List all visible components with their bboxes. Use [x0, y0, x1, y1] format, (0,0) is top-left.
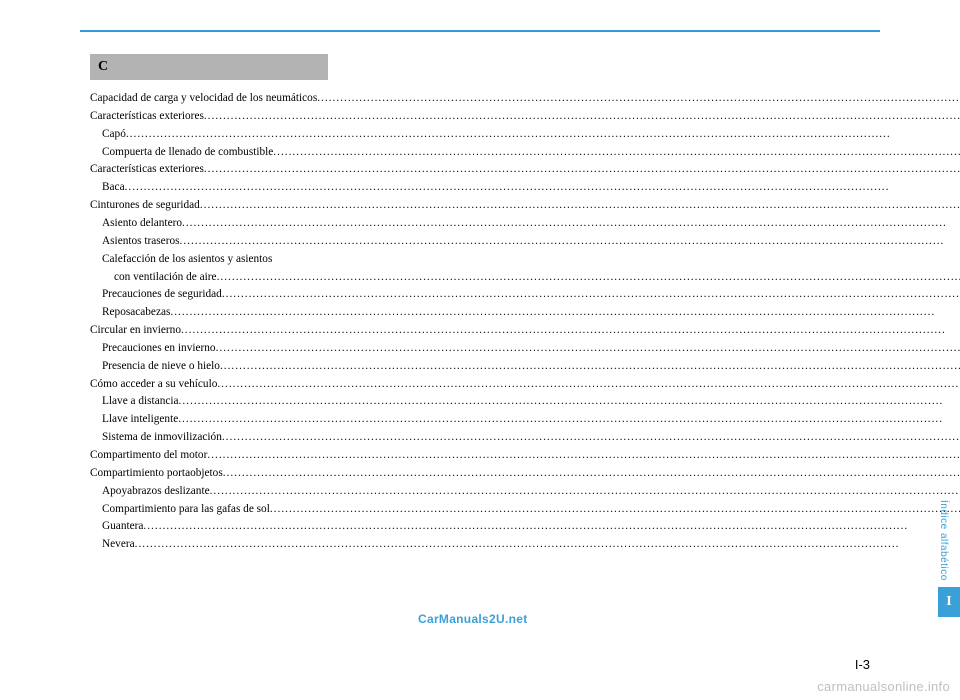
leader-dots: ........................................…	[217, 376, 960, 394]
index-entry-label: Cinturones de seguridad	[90, 197, 200, 215]
index-entry-label: Asiento delantero	[102, 215, 182, 233]
leader-dots: ........................................…	[204, 108, 960, 126]
index-entry-label: Precauciones en invierno	[102, 340, 216, 358]
index-entry: Llave a distancia ......................…	[90, 393, 960, 411]
index-entry-label: Cómo acceder a su vehículo	[90, 376, 217, 394]
index-entry: Reposacabezas ..........................…	[90, 304, 960, 322]
leader-dots: ........................................…	[143, 518, 960, 536]
index-entry: Asientos traseros ......................…	[90, 233, 960, 251]
leader-dots: ........................................…	[273, 144, 960, 162]
content-columns: C Capacidad de carga y velocidad de los …	[90, 54, 870, 640]
index-entry-label: Llave inteligente	[102, 411, 178, 429]
index-entry-label: Nevera	[102, 536, 135, 554]
index-entry: Precauciones de seguridad ..............…	[90, 286, 960, 304]
index-entry-label: Baca	[102, 179, 125, 197]
index-entry-label: Reposacabezas	[102, 304, 170, 322]
leader-dots: ........................................…	[207, 447, 960, 465]
index-entry: Compuerta de llenado de combustible ....…	[90, 144, 960, 162]
index-entry-label: Compartimiento portaobjetos	[90, 465, 223, 483]
index-entry-label: Presencia de nieve o hielo	[102, 358, 220, 376]
index-entry-label: Compartimento del motor	[90, 447, 207, 465]
side-tab: Índice alfabético I	[938, 500, 960, 617]
index-entry: Características exteriores .............…	[90, 161, 960, 179]
index-entry: Características exteriores .............…	[90, 108, 960, 126]
leader-dots: ........................................…	[222, 429, 960, 447]
index-entry-label: Compuerta de llenado de combustible	[102, 144, 273, 162]
leader-dots: ........................................…	[217, 269, 960, 287]
leader-dots: ........................................…	[179, 393, 960, 411]
index-entry: Guantera ...............................…	[90, 518, 960, 536]
index-entry-label: Sistema de inmovilización	[102, 429, 222, 447]
leader-dots: ........................................…	[220, 358, 960, 376]
index-entry-label: con ventilación de aire	[114, 269, 217, 287]
index-entry-continuation: con ventilación de aire ................…	[90, 269, 960, 287]
index-entry: Precauciones en invierno ...............…	[90, 340, 960, 358]
leader-dots: ........................................…	[126, 126, 960, 144]
index-entry: Nevera .................................…	[90, 536, 960, 554]
leader-dots: ........................................…	[216, 340, 960, 358]
index-entry: Presencia de nieve o hielo .............…	[90, 358, 960, 376]
leader-dots: ........................................…	[270, 501, 960, 519]
index-entry: Asiento delantero ......................…	[90, 215, 960, 233]
leader-dots: ........................................…	[125, 179, 960, 197]
side-tab-label: Índice alfabético	[938, 500, 949, 587]
left-column: C Capacidad de carga y velocidad de los …	[90, 54, 960, 640]
leader-dots: ........................................…	[170, 304, 960, 322]
index-entry-label: Circular en invierno	[90, 322, 181, 340]
index-entry-label: Capacidad de carga y velocidad de los ne…	[90, 90, 317, 108]
index-entry: Llave inteligente ......................…	[90, 411, 960, 429]
index-entry: Circular en invierno ...................…	[90, 322, 960, 340]
index-entry: Baca ...................................…	[90, 179, 960, 197]
leader-dots: ........................................…	[223, 465, 960, 483]
index-entry: Calefacción de los asientos y asientos	[90, 251, 960, 269]
page-number: I-3	[855, 657, 870, 672]
index-entry-label: Precauciones de seguridad	[102, 286, 222, 304]
leader-dots: ........................................…	[317, 90, 960, 108]
leader-dots: ........................................…	[181, 322, 960, 340]
top-rule	[80, 30, 880, 32]
leader-dots: ........................................…	[204, 161, 960, 179]
leader-dots: ........................................…	[178, 411, 960, 429]
index-entry-label: Apoyabrazos deslizante	[102, 483, 210, 501]
index-entry: Capacidad de carga y velocidad de los ne…	[90, 90, 960, 108]
index-entry: Sistema de inmovilización ..............…	[90, 429, 960, 447]
leader-dots: ........................................…	[182, 215, 960, 233]
index-entry: Compartimiento para las gafas de sol ...…	[90, 501, 960, 519]
index-entry: Apoyabrazos deslizante .................…	[90, 483, 960, 501]
index-entry: Cómo acceder a su vehículo .............…	[90, 376, 960, 394]
section-badge: C	[90, 54, 328, 80]
index-entry: Compartimiento portaobjetos ............…	[90, 465, 960, 483]
index-entry-label: Características exteriores	[90, 108, 204, 126]
index-entry-label: Asientos traseros	[102, 233, 180, 251]
index-entry-label: Guantera	[102, 518, 143, 536]
watermark-footer: carmanualsonline.info	[817, 679, 950, 694]
index-entry: Capó ...................................…	[90, 126, 960, 144]
leader-dots: ........................................…	[200, 197, 960, 215]
leader-dots: ........................................…	[222, 286, 960, 304]
leader-dots: ........................................…	[210, 483, 960, 501]
index-entry-label: Calefacción de los asientos y asientos	[102, 251, 272, 269]
side-tab-letter: I	[938, 587, 960, 617]
index-entry-label: Llave a distancia	[102, 393, 179, 411]
leader-dots: ........................................…	[135, 536, 960, 554]
index-entry-label: Compartimiento para las gafas de sol	[102, 501, 270, 519]
leader-dots: ........................................…	[180, 233, 960, 251]
index-entry-label: Capó	[102, 126, 126, 144]
index-entry: Compartimento del motor ................…	[90, 447, 960, 465]
index-entry-label: Características exteriores	[90, 161, 204, 179]
index-entry: Cinturones de seguridad ................…	[90, 197, 960, 215]
